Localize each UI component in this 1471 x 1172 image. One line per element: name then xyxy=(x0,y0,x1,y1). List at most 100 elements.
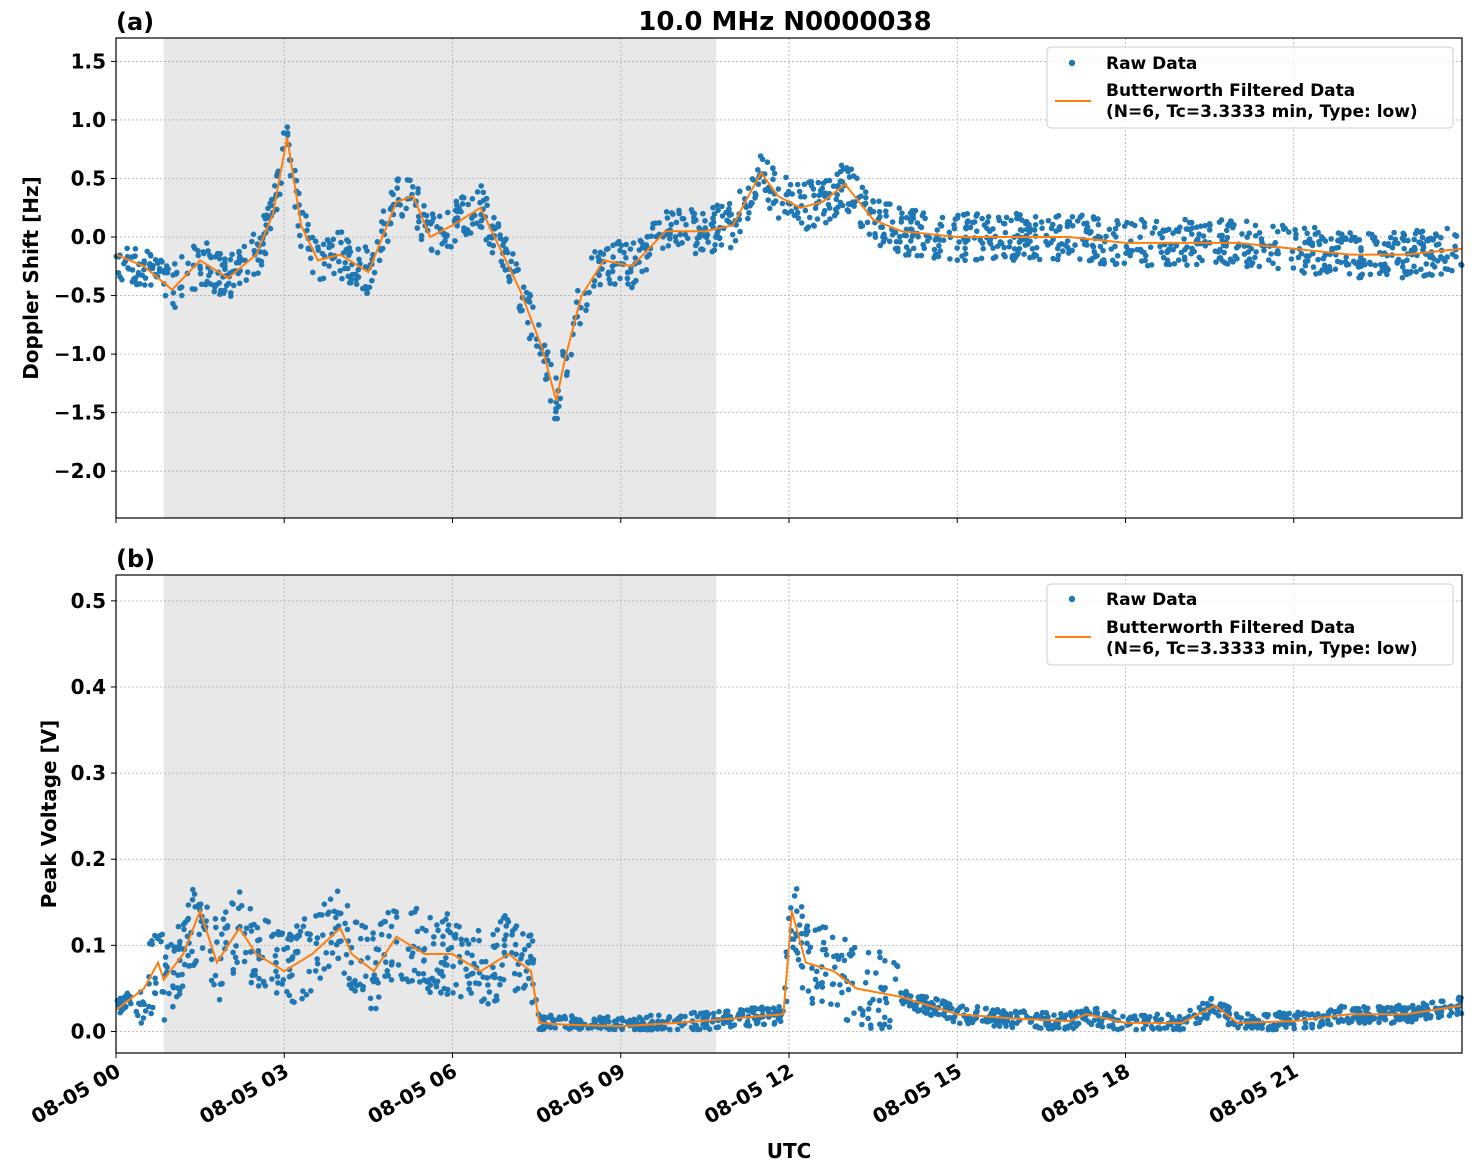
raw-point xyxy=(272,183,278,189)
raw-point xyxy=(910,245,917,252)
raw-point xyxy=(1217,254,1224,261)
raw-point xyxy=(1409,1002,1416,1009)
raw-point xyxy=(1221,1002,1228,1008)
chart-title: 10.0 MHz N0000038 xyxy=(638,7,931,37)
panel-a-filtered-line xyxy=(115,137,1463,402)
raw-point xyxy=(230,949,236,956)
raw-point xyxy=(348,959,355,966)
raw-point xyxy=(1097,243,1104,250)
raw-point xyxy=(1340,1018,1346,1024)
raw-point xyxy=(802,207,809,214)
raw-point xyxy=(1416,239,1422,245)
raw-point xyxy=(249,238,255,245)
raw-point xyxy=(948,1015,955,1021)
raw-point xyxy=(147,262,153,268)
raw-point xyxy=(1438,271,1444,277)
raw-point xyxy=(1029,246,1036,252)
raw-point xyxy=(177,285,183,291)
raw-point xyxy=(835,182,841,189)
raw-point xyxy=(1373,238,1379,245)
panel-b-y-ticks: 0.5 0.4 0.3 0.2 0.1 0.0 xyxy=(71,589,116,1043)
raw-point xyxy=(189,896,196,903)
raw-point xyxy=(985,214,992,220)
raw-point xyxy=(137,281,143,287)
raw-point xyxy=(1197,1016,1204,1023)
raw-point xyxy=(286,992,293,999)
raw-point xyxy=(882,958,888,964)
raw-point xyxy=(710,1010,717,1017)
raw-point xyxy=(1001,244,1007,251)
raw-point xyxy=(352,919,359,926)
raw-point xyxy=(719,203,725,210)
raw-point xyxy=(1086,257,1093,264)
raw-point xyxy=(142,1008,149,1014)
raw-point xyxy=(914,252,921,259)
raw-point xyxy=(138,1020,145,1026)
raw-point xyxy=(1154,1011,1161,1018)
raw-point xyxy=(1208,996,1214,1003)
raw-point xyxy=(1274,248,1281,254)
raw-point xyxy=(233,943,239,949)
raw-point xyxy=(764,159,771,165)
raw-point xyxy=(321,261,328,267)
raw-point xyxy=(208,254,214,261)
raw-point xyxy=(616,238,622,245)
raw-point xyxy=(1003,1023,1009,1029)
raw-point xyxy=(698,246,705,252)
raw-point xyxy=(805,988,812,994)
raw-point xyxy=(236,248,242,255)
raw-point xyxy=(476,980,482,987)
raw-point xyxy=(1002,229,1009,236)
raw-point xyxy=(1411,263,1417,270)
raw-point xyxy=(502,267,509,273)
raw-point xyxy=(1444,254,1450,260)
raw-point xyxy=(791,893,798,899)
raw-point xyxy=(921,997,928,1003)
raw-point xyxy=(1316,238,1322,245)
raw-point xyxy=(846,174,853,180)
raw-point xyxy=(1266,257,1272,263)
raw-point xyxy=(352,977,358,984)
raw-point xyxy=(1095,233,1101,240)
raw-point xyxy=(149,938,155,944)
raw-point xyxy=(974,211,980,217)
legend-filtered-label-1: Butterworth Filtered Data xyxy=(1106,81,1355,101)
raw-point xyxy=(250,231,257,238)
raw-point xyxy=(275,980,281,986)
raw-point xyxy=(212,284,218,290)
raw-point xyxy=(807,944,814,951)
raw-point xyxy=(399,211,405,218)
raw-point xyxy=(688,1010,695,1017)
raw-point xyxy=(986,228,993,235)
raw-point xyxy=(520,931,526,937)
raw-point xyxy=(1003,214,1010,221)
raw-point xyxy=(850,199,856,205)
raw-point xyxy=(749,176,756,182)
raw-point xyxy=(340,250,347,256)
raw-point xyxy=(1361,257,1367,264)
raw-point xyxy=(1413,269,1419,275)
raw-point xyxy=(334,888,341,894)
raw-point xyxy=(1365,1005,1371,1012)
raw-point xyxy=(826,205,833,211)
raw-point xyxy=(1149,230,1156,236)
raw-point xyxy=(1259,1025,1265,1031)
raw-point xyxy=(1335,244,1342,251)
raw-point xyxy=(508,258,514,265)
raw-point xyxy=(819,984,826,990)
raw-point xyxy=(365,955,371,961)
raw-point xyxy=(752,190,758,197)
raw-point xyxy=(1016,239,1023,245)
raw-point xyxy=(214,939,220,945)
raw-point xyxy=(949,1005,955,1012)
raw-point xyxy=(1342,236,1349,243)
raw-point xyxy=(667,1026,673,1033)
raw-point xyxy=(591,283,597,289)
raw-point xyxy=(576,1025,582,1031)
raw-point xyxy=(124,990,131,997)
raw-point xyxy=(908,238,914,244)
raw-point xyxy=(833,952,840,959)
raw-point xyxy=(731,1022,738,1028)
raw-point xyxy=(435,927,441,934)
raw-point xyxy=(795,215,802,221)
